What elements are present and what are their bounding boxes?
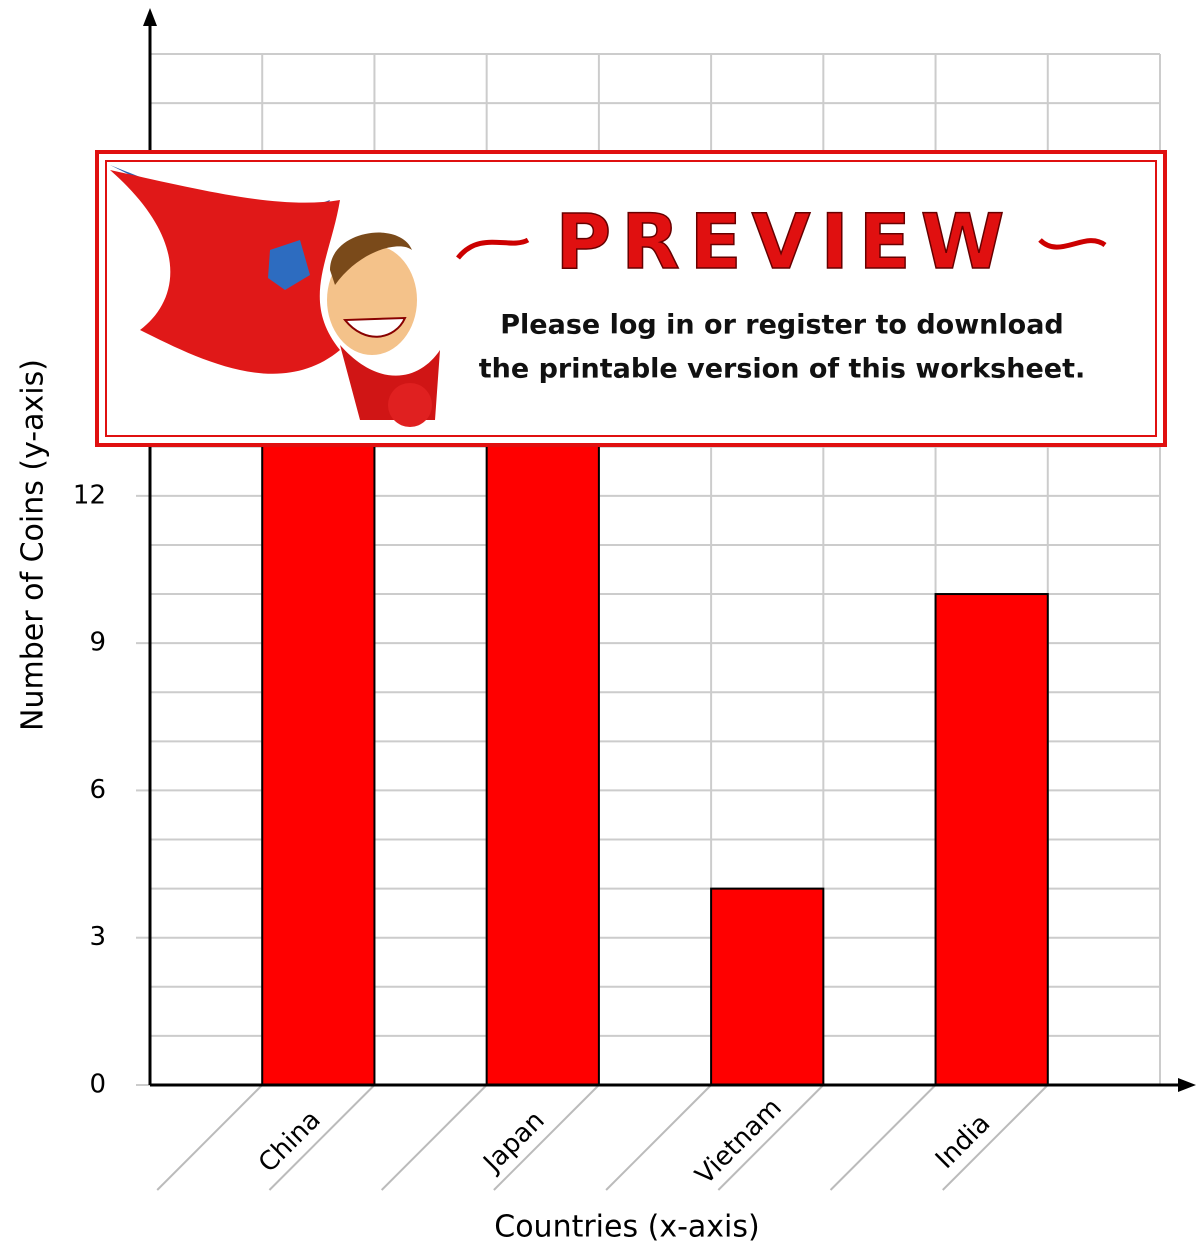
preview-banner: PREVIEW Please log in or register to dow… [95, 150, 1167, 447]
y-tick-label: 6 [89, 775, 106, 805]
bar [485, 347, 600, 1087]
label-guide [942, 1084, 1049, 1191]
y-tick-label: 9 [89, 628, 106, 658]
x-tick-label: India [930, 1108, 996, 1174]
banner-inner-border [105, 160, 1157, 437]
x-tick-label: Vietnam [690, 1093, 788, 1191]
preview-title: PREVIEW [556, 197, 1015, 286]
y-axis-title: Number of Coins (y-axis) [16, 359, 51, 731]
label-guide [717, 1084, 825, 1191]
x-tick-label: China [253, 1105, 327, 1179]
y-tick-label: 3 [89, 922, 106, 952]
y-tick-label: 0 [89, 1070, 106, 1100]
label-guide [605, 1084, 712, 1191]
label-guide [268, 1084, 376, 1191]
x-arrow [1178, 1078, 1196, 1092]
x-axis-title: Countries (x-axis) [494, 1210, 759, 1245]
bar [261, 347, 376, 1087]
bar [710, 887, 825, 1086]
label-guide [829, 1084, 937, 1191]
bars [261, 347, 1049, 1087]
mascot [110, 165, 440, 427]
y-tick-label: 12 [73, 480, 106, 510]
bar [934, 593, 1049, 1086]
label-guide [493, 1084, 600, 1191]
label-guide [156, 1084, 263, 1191]
label-guide [380, 1084, 488, 1191]
preview-line: the printable version of this worksheet. [479, 354, 1086, 385]
preview-line: Please log in or register to download [500, 310, 1064, 341]
y-arrow [143, 8, 157, 26]
x-tick-label: Japan [477, 1105, 551, 1179]
